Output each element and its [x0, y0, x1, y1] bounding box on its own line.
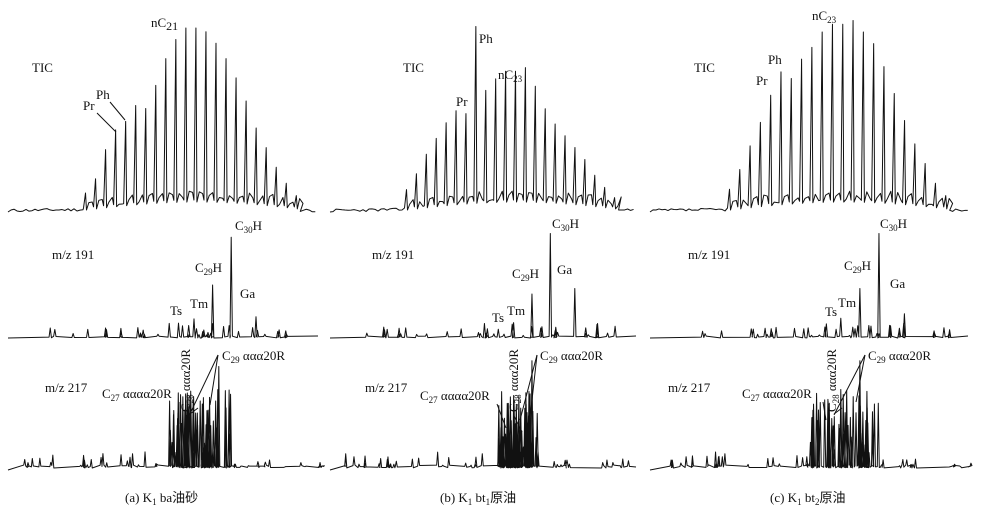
- panel-a-tic-trace: [7, 27, 316, 213]
- panel-a-ga-label: Ga: [240, 286, 255, 301]
- panel-b-c29-leader1: [519, 354, 538, 421]
- panel-b-tic-label: TIC: [403, 60, 424, 75]
- panel-b-c29h-label: C29H: [512, 266, 539, 283]
- panel-c-m191-label: m/z 191: [688, 247, 730, 262]
- panel-c-ph-label: Ph: [768, 52, 782, 67]
- panel-c-c29-label: C29 ααα20R: [868, 348, 931, 365]
- panel-c-m217-trace: [649, 360, 973, 471]
- panel-c-tic-label: TIC: [694, 60, 715, 75]
- panel-a-ph-label: Ph: [96, 87, 110, 102]
- panel-a-pr-label: Pr: [83, 98, 95, 113]
- panel-a-caption: (a) K1 ba油砂: [125, 490, 198, 507]
- panel-a-ts-label: Ts: [170, 303, 182, 318]
- panel-a-c28-leader: [189, 407, 199, 415]
- panel-c-c29h-label: C29H: [844, 258, 871, 275]
- panel-c-c29-leader2: [855, 354, 866, 403]
- panel-b-tm-label: Tm: [507, 303, 525, 318]
- panel-a-m217-trace: [7, 366, 325, 471]
- panel-a-tic-label: TIC: [32, 60, 53, 75]
- panel-b-tic-trace: [329, 25, 634, 213]
- panel-a-m217-label: m/z 217: [45, 380, 88, 395]
- panel-a-m191-label: m/z 191: [52, 247, 94, 262]
- panel-b-c29-label: C29 ααα20R: [540, 348, 603, 365]
- panel-a-c29h-label: C29H: [195, 260, 222, 277]
- panel-c-pr-label: Pr: [756, 73, 768, 88]
- panel-a-tm-label: Tm: [190, 296, 208, 311]
- panel-b-ga-label: Ga: [557, 262, 572, 277]
- panel-b-nc23-label: nC23: [498, 67, 523, 84]
- panel-c-ts-label: Ts: [825, 304, 837, 319]
- panel-c-c27-leader: [822, 401, 827, 421]
- panel-b-c30h-label: C30H: [552, 216, 579, 233]
- panel-c-c29-leader1: [833, 354, 866, 416]
- panel-c-nc23-label: nC23: [812, 8, 837, 25]
- panel-a: TIC Pr Ph nC21 m/z 191 Ts Tm C29H C30H G…: [7, 15, 325, 507]
- panel-b-ts-label: Ts: [492, 310, 504, 325]
- panel-c-m217-label: m/z 217: [668, 380, 711, 395]
- panel-a-c29-label: C29 ααα20R: [222, 348, 285, 365]
- panel-c-c27-label: C27 αααα20R: [742, 386, 812, 403]
- panel-a-nc21-label: nC21: [151, 15, 178, 33]
- panel-a-c30h-label: C30H: [235, 218, 262, 235]
- panel-b-c29-leader2: [529, 354, 538, 419]
- panel-c-tm-label: Tm: [838, 295, 856, 310]
- panel-b: TIC Pr Ph nC23 m/z 191 Ts Tm C29H C30H G…: [329, 25, 637, 507]
- panel-b-ph-label: Ph: [479, 31, 493, 46]
- panel-b-pr-label: Pr: [456, 94, 468, 109]
- panel-a-m191-trace: [7, 236, 319, 339]
- panel-a-ph-leader: [109, 101, 126, 121]
- panel-a-c27-label: C27 αααα20R: [102, 386, 172, 403]
- panel-b-m217-label: m/z 217: [365, 380, 408, 395]
- panel-b-c27-leader: [496, 403, 507, 429]
- panel-c-c28-label: C28 ααα20R: [824, 349, 841, 412]
- panel-a-c29-leader1: [187, 354, 219, 419]
- panel-a-c29-leader2: [209, 354, 219, 406]
- panel-b-c27-label: C27 αααα20R: [420, 388, 490, 405]
- panel-c-c30h-label: C30H: [880, 216, 907, 233]
- panel-c-tic-trace: [649, 20, 968, 213]
- panel-c: TIC Pr Ph nC23 m/z 191 Ts Tm C29H C30H G…: [649, 8, 973, 507]
- panel-a-c28-label: C28 ααα20R: [178, 349, 195, 412]
- panel-b-c28-label: C28 ααα20R: [506, 349, 523, 412]
- panel-c-m191-trace: [649, 233, 969, 339]
- panel-b-m191-label: m/z 191: [372, 247, 414, 262]
- panel-c-caption: (c) K1 bt2原油: [770, 490, 845, 507]
- panel-a-pr-leader: [96, 112, 117, 133]
- panel-c-ga-label: Ga: [890, 276, 905, 291]
- panel-b-caption: (b) K1 bt1原油: [440, 490, 516, 507]
- panel-b-m191-trace: [329, 233, 637, 339]
- panel-b-c28-leader: [513, 415, 523, 433]
- panel-b-m217-trace: [329, 360, 637, 471]
